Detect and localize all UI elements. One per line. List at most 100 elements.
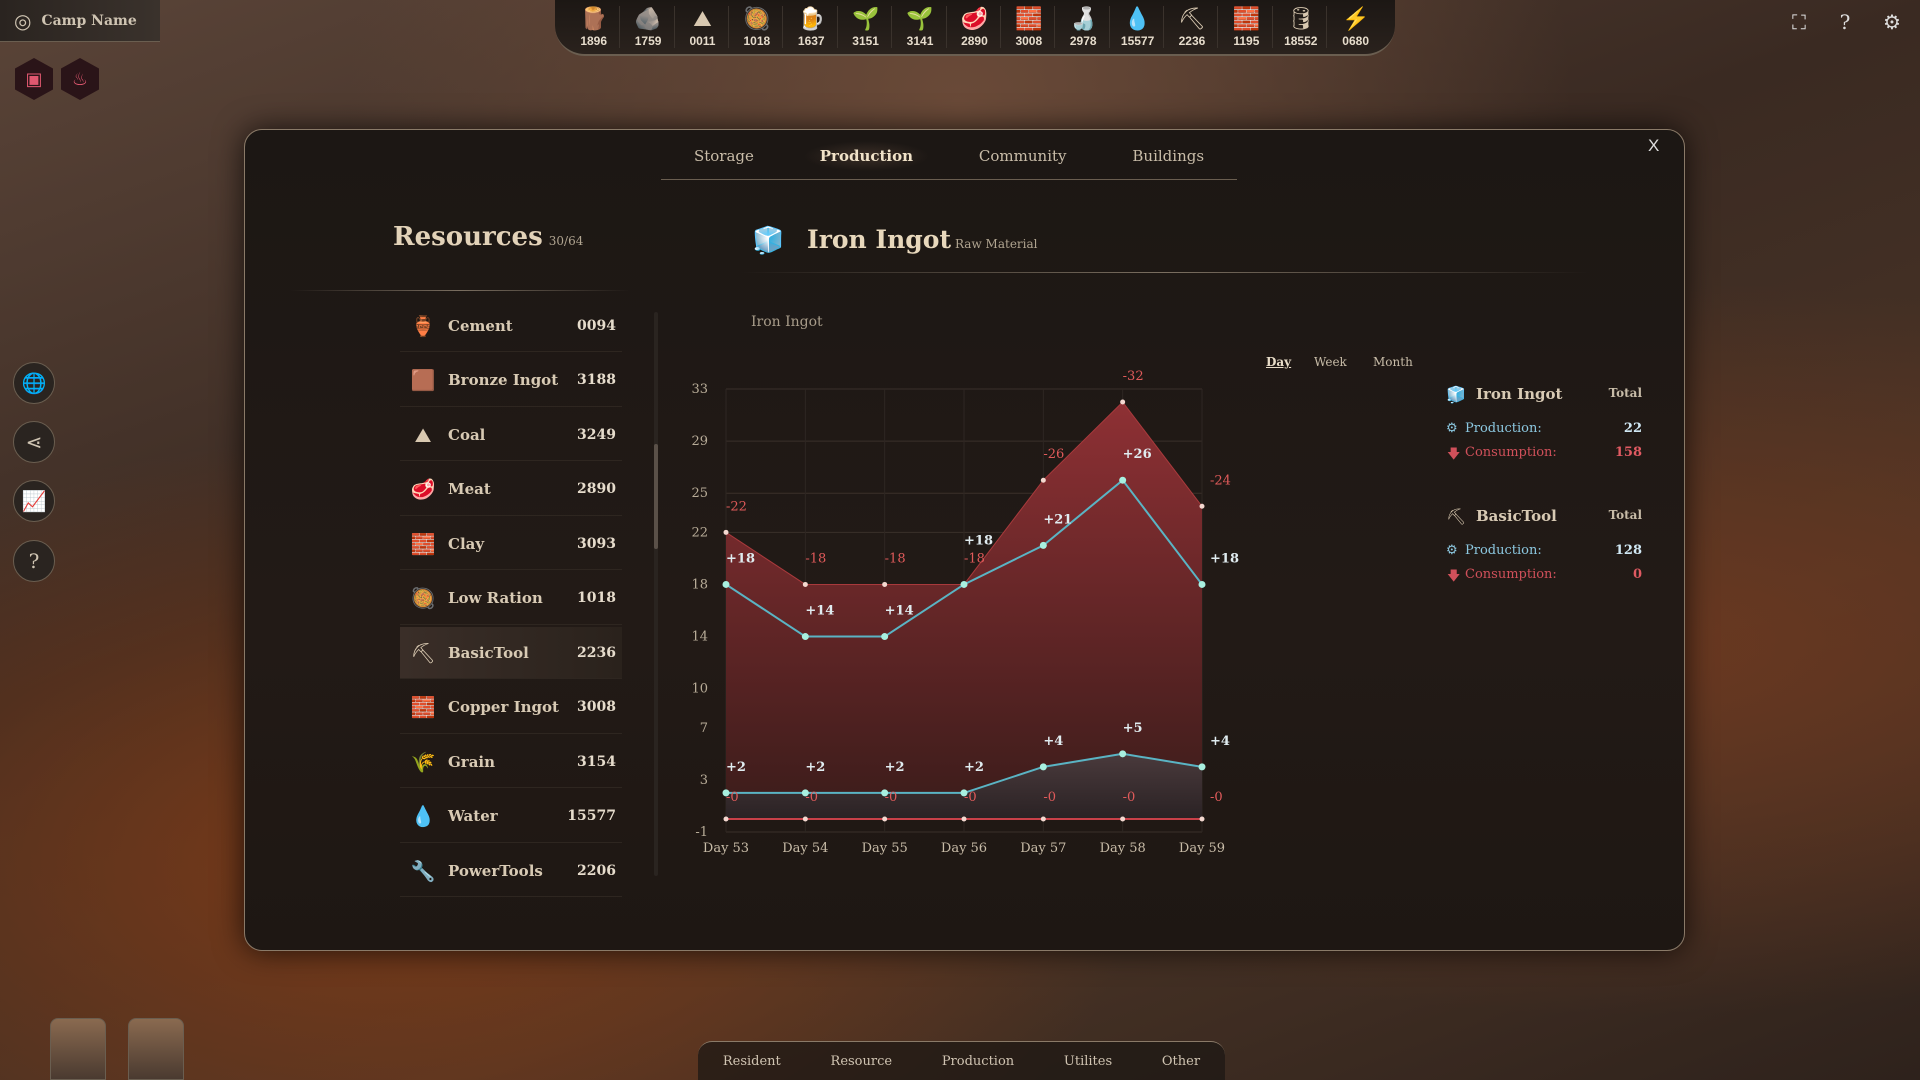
resource-counter[interactable]: 🧱 3008 (1003, 6, 1056, 48)
resource-list-item[interactable]: ⛰ Coal 3249 (400, 409, 622, 461)
resource-list-item[interactable]: 🟫 Bronze Ingot 3188 (400, 355, 622, 407)
consumption-value: 158 (1614, 445, 1642, 460)
resident-portrait[interactable] (128, 1018, 184, 1080)
fire-button[interactable]: ♨ (61, 58, 99, 100)
meat-icon: 🥩 (410, 477, 436, 501)
iron-ingot-icon: 🧊 (1446, 385, 1466, 404)
resource-value: 3093 (577, 535, 616, 552)
storage-box-button[interactable]: ▣ (15, 58, 53, 100)
tab-buildings[interactable]: Buildings (1132, 146, 1205, 165)
consumption-value: 0 (1632, 567, 1642, 582)
help-button[interactable]: ? (1832, 10, 1858, 36)
resource-list-item[interactable]: 🔧 PowerTools 2206 (400, 845, 622, 897)
resource-count: 2978 (1069, 34, 1097, 48)
y-tick-label: 14 (691, 630, 708, 645)
resource-counter[interactable]: 🌱 3141 (895, 6, 947, 48)
resource-list-item[interactable]: 🌾 Grain 3154 (400, 736, 622, 788)
scrollbar-thumb[interactable] (654, 444, 658, 549)
data-point (802, 581, 808, 587)
resource-value: 2236 (577, 644, 616, 661)
resource-value: 3249 (577, 426, 616, 443)
resource-count: 1896 (580, 34, 608, 48)
data-label: +18 (964, 533, 993, 548)
resource-counter[interactable]: ⛰ 0011 (677, 6, 729, 48)
grain-icon: 🌾 (410, 749, 436, 774)
help-icon: ? (28, 549, 40, 573)
resource-list-item[interactable]: ⛏ BasicTool 2236 (400, 627, 622, 679)
period-week[interactable]: Week (1314, 355, 1347, 369)
y-tick-label: 33 (691, 382, 708, 397)
tab-storage[interactable]: Storage (693, 146, 754, 165)
bottom-tab-resident[interactable]: Resident (722, 1053, 781, 1069)
data-label: +2 (964, 760, 984, 775)
basic-tool-icon: ⛏ (410, 640, 436, 665)
data-label: -18 (885, 551, 906, 566)
resource-counter[interactable]: 🛢 18552 (1275, 6, 1328, 48)
basic-tool-icon: ⛏ (1178, 7, 1206, 32)
tab-production[interactable]: Production (803, 140, 930, 171)
resource-counter[interactable]: 🥘 1018 (731, 6, 784, 48)
data-label: +2 (726, 760, 746, 775)
resource-counter[interactable]: 🪨 1759 (623, 6, 675, 48)
close-button[interactable]: X (1648, 136, 1660, 155)
data-label: -26 (1043, 447, 1064, 462)
resource-counter[interactable]: ⚡ 0680 (1330, 6, 1382, 48)
resource-value: 3154 (577, 753, 616, 770)
consumption-label: Consumption: (1465, 445, 1557, 460)
data-point (1119, 476, 1127, 484)
data-point (960, 580, 968, 588)
resource-counter[interactable]: 🌱 3151 (840, 6, 893, 48)
bottom-tab-utilites[interactable]: Utilites (1063, 1053, 1113, 1069)
resource-list-item[interactable]: 🏺 Cement 0094 (400, 300, 622, 352)
resource-counter[interactable]: 🪵 1896 (568, 6, 621, 48)
resource-counter[interactable]: 🍶 2978 (1058, 6, 1110, 48)
camp-name: Camp Name (41, 12, 137, 29)
data-point (723, 529, 729, 535)
tab-community[interactable]: Community (978, 146, 1067, 165)
leek-icon: 🌱 (906, 7, 934, 32)
help-button[interactable]: ? (13, 540, 55, 582)
resource-counter[interactable]: 🥩 2890 (949, 6, 1001, 48)
globe-button[interactable]: 🌐 (13, 362, 55, 404)
stats-chart-icon: 📈 (21, 489, 47, 513)
resource-name: Bronze Ingot (448, 371, 559, 389)
resource-list-item[interactable]: 🧱 Clay 3093 (400, 518, 622, 570)
resource-counter[interactable]: 🧱 1195 (1221, 6, 1273, 48)
data-label: -0 (1043, 790, 1056, 805)
stats-chart-button[interactable]: 📈 (13, 480, 55, 522)
bottom-tab-other[interactable]: Other (1161, 1053, 1201, 1069)
resource-counter[interactable]: 💧 15577 (1112, 6, 1165, 48)
resident-portrait[interactable] (50, 1018, 106, 1080)
meat-icon: 🥩 (960, 7, 989, 32)
y-tick-label: -1 (695, 825, 708, 840)
data-point (882, 581, 888, 587)
clay-icon: 🧱 (410, 531, 436, 556)
period-month[interactable]: Month (1373, 355, 1413, 369)
resource-list-item[interactable]: 🥩 Meat 2890 (400, 464, 622, 516)
resource-list-scrollbar[interactable] (654, 312, 658, 876)
y-tick-label: 7 (700, 721, 708, 736)
camp-name-bar[interactable]: ◎ Camp Name (0, 0, 160, 42)
resource-count: 2236 (1178, 34, 1206, 48)
period-day[interactable]: Day (1266, 355, 1292, 369)
data-point (801, 633, 809, 641)
focus-button[interactable]: ⛶ (1786, 10, 1812, 36)
resource-list-item[interactable]: 🥘 Low Ration 1018 (400, 573, 622, 625)
bottom-tab-resource[interactable]: Resource (830, 1053, 893, 1069)
resource-count: 3151 (852, 34, 879, 48)
bottom-tab-production[interactable]: Production (941, 1053, 1015, 1069)
resource-value: 1018 (577, 590, 616, 606)
data-point (1119, 750, 1127, 758)
gear-button[interactable]: ⚙ (1879, 10, 1905, 36)
resource-counter[interactable]: 🍺 1637 (786, 6, 838, 48)
resource-list-item[interactable]: 💧 Water 15577 (400, 791, 622, 843)
share-button[interactable]: ⋖ (13, 421, 55, 463)
resource-counter[interactable]: ⛏ 2236 (1166, 6, 1219, 48)
resource-count: 1637 (797, 34, 825, 48)
y-tick-label: 29 (691, 434, 708, 449)
resource-list-item[interactable]: 🧱 Copper Ingot 3008 (400, 682, 622, 734)
data-point (723, 816, 729, 822)
resource-count: 0011 (689, 34, 716, 48)
data-point (1198, 763, 1206, 771)
y-tick-label: 3 (700, 773, 708, 788)
